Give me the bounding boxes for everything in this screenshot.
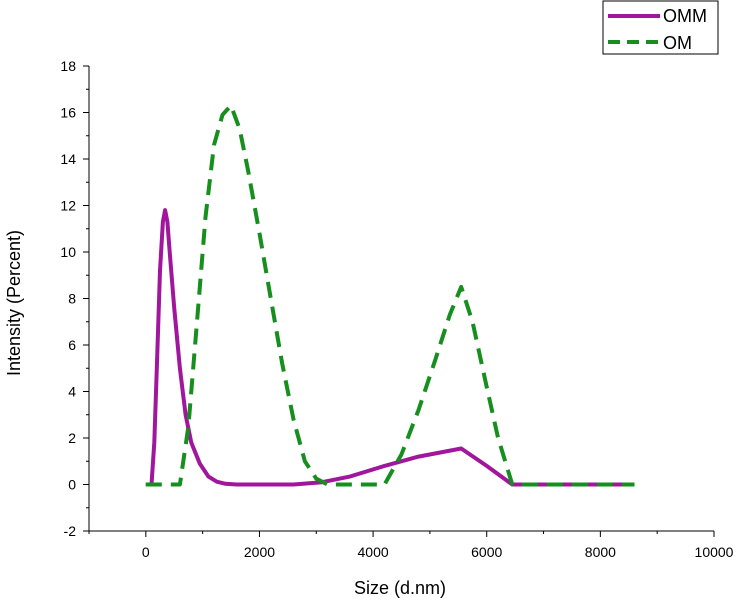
axis-ticks: [83, 65, 715, 537]
series-group: [145, 103, 635, 487]
legend: OMM OM: [602, 0, 719, 55]
y-tick-label: 0: [68, 477, 76, 493]
legend-frame: [602, 0, 719, 55]
x-tick-label: 0: [142, 544, 150, 560]
legend-label-om: OM: [663, 33, 692, 53]
y-tick-label: -2: [64, 523, 77, 539]
y-tick-label: 2: [68, 430, 76, 446]
y-tick-label: 4: [68, 384, 76, 400]
y-tick-label: 12: [60, 198, 76, 214]
x-tick-label: 2000: [244, 544, 275, 560]
x-tick-label: 10000: [695, 544, 734, 560]
y-tick-label: 18: [60, 58, 76, 74]
y-tick-label: 6: [68, 337, 76, 353]
y-axis-title: Intensity (Percent): [4, 230, 24, 376]
x-tick-label: 6000: [471, 544, 502, 560]
x-tick-label: 8000: [585, 544, 616, 560]
series-line-om: [145, 103, 635, 487]
y-tick-label: 8: [68, 291, 76, 307]
y-tick-label: 14: [60, 151, 76, 167]
y-tick-label: 16: [60, 105, 76, 121]
x-tick-label: 4000: [358, 544, 389, 560]
legend-label-omm: OMM: [663, 6, 707, 26]
y-tick-label: 10: [60, 244, 76, 260]
axis-tick-labels: -2 0 2 4 6 8 10 12 14 16 18 0 2000 4000 6000 8000 10000: [60, 58, 733, 560]
series-line-omm: [145, 208, 635, 487]
x-axis-title: Size (d.nm): [354, 578, 446, 598]
